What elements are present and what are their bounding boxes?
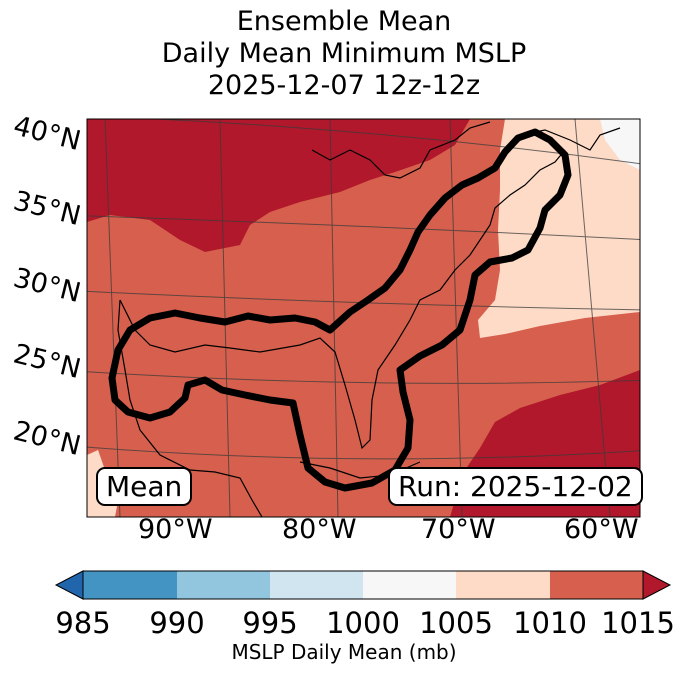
colorbar-tick-990: 990	[149, 606, 205, 640]
title-line-2: Daily Mean Minimum MSLP	[161, 38, 527, 69]
colorbar-label: MSLP Daily Mean (mb)	[231, 640, 457, 664]
colorbar-tick-995: 995	[242, 606, 298, 640]
colorbar-tick-1000: 1000	[326, 606, 400, 640]
colorbar-bin-1000	[363, 571, 456, 599]
lon-label-60w: 60°W	[564, 514, 639, 545]
colorbar-bin-995	[270, 571, 363, 599]
colorbar-tick-985: 985	[55, 606, 111, 640]
mean-label: Mean	[96, 467, 193, 506]
min-mslp-contour	[108, 128, 572, 492]
colorbar-bin-1005	[456, 571, 550, 599]
lon-label-70w: 70°W	[421, 514, 496, 545]
colorbar-tick-1015: 1015	[601, 606, 675, 640]
title-line-3: 2025-12-07 12z-12z	[207, 70, 481, 101]
colorbar-extend-high	[642, 570, 672, 600]
lon-label-90w: 90°W	[138, 514, 213, 545]
coastlines	[117, 121, 621, 517]
map-frame	[86, 118, 641, 518]
colorbar-frame	[82, 570, 644, 600]
graticule	[87, 119, 640, 517]
run-label: Run: 2025-12-02	[388, 467, 643, 506]
colorbar-bin-990	[177, 571, 270, 599]
field-1005-east	[478, 119, 640, 338]
colorbar-tick-1010: 1010	[513, 606, 587, 640]
colorbar-bin-985	[83, 571, 177, 599]
field-1015-north	[87, 119, 470, 252]
colorbar-tick-1005: 1005	[419, 606, 493, 640]
map-panel	[87, 119, 640, 517]
colorbar-extend-low	[54, 570, 84, 600]
lon-label-80w: 80°W	[282, 514, 357, 545]
title-line-1: Ensemble Mean	[236, 6, 452, 37]
colorbar-bin-1010	[550, 571, 643, 599]
colorbar	[54, 570, 672, 600]
